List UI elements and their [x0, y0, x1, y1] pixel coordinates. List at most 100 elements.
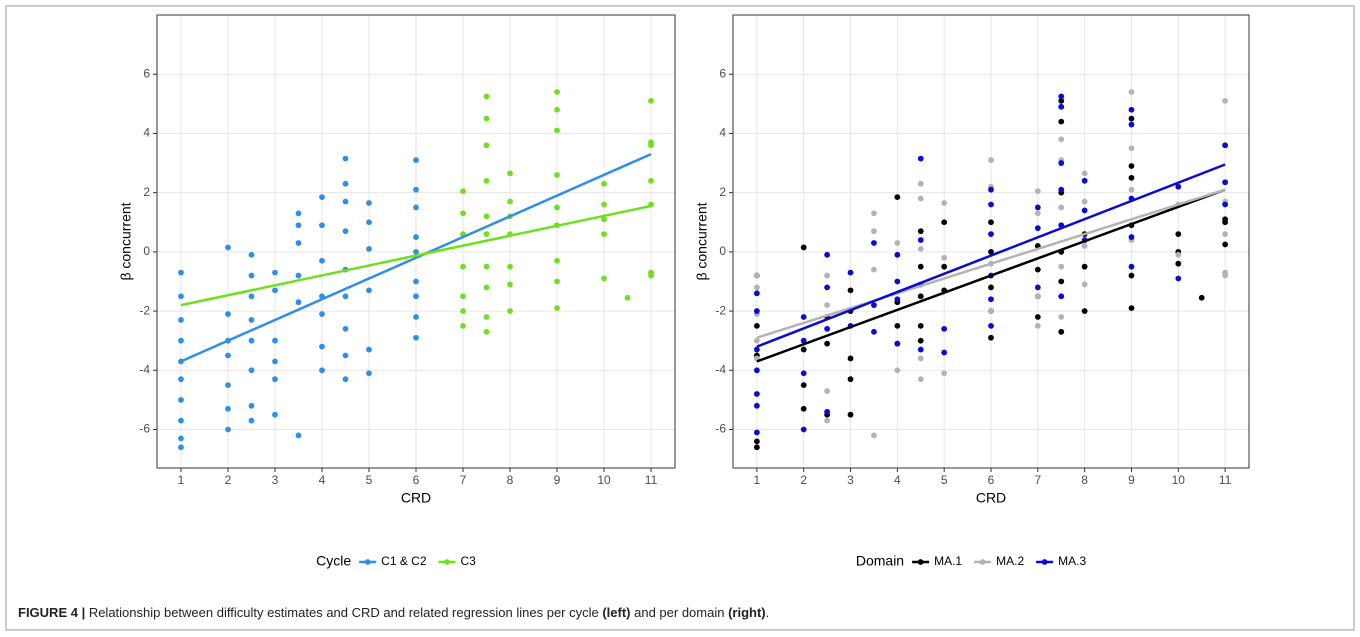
point	[248, 317, 255, 323]
legend-key	[364, 559, 371, 565]
x-tick-label: 8	[1081, 473, 1088, 487]
point	[1128, 89, 1135, 95]
point	[460, 322, 466, 329]
point	[1081, 308, 1088, 314]
point	[413, 186, 419, 193]
point	[753, 346, 760, 353]
point	[753, 284, 760, 291]
point	[648, 142, 654, 149]
point	[1058, 293, 1065, 300]
point	[847, 287, 854, 294]
point	[824, 325, 831, 332]
point	[917, 322, 924, 329]
point	[917, 155, 924, 162]
point	[1128, 163, 1135, 169]
point	[800, 405, 807, 412]
point	[988, 231, 994, 237]
point	[295, 210, 302, 217]
point	[1198, 294, 1205, 301]
x-tick-label: 9	[1128, 473, 1135, 487]
point	[1058, 118, 1065, 125]
point	[1058, 136, 1065, 143]
point	[460, 293, 466, 300]
caption-label: FIGURE 4 |	[18, 605, 85, 620]
point	[917, 355, 924, 362]
point	[342, 293, 349, 300]
legend-label: C3	[461, 554, 477, 568]
point	[248, 293, 255, 300]
point	[894, 322, 901, 329]
point	[366, 200, 372, 206]
point	[871, 302, 877, 309]
point	[648, 272, 654, 279]
point	[225, 311, 231, 317]
point	[1222, 231, 1229, 237]
point	[894, 296, 901, 303]
caption-text: .	[766, 605, 770, 620]
point	[460, 308, 466, 314]
point	[988, 186, 994, 193]
point	[988, 201, 994, 208]
y-tick-label: -4	[139, 362, 150, 376]
point	[988, 322, 994, 329]
point	[824, 302, 831, 309]
point	[1222, 142, 1229, 149]
point	[413, 157, 419, 163]
point	[319, 257, 325, 264]
point	[272, 358, 278, 365]
point	[941, 200, 948, 206]
point	[507, 281, 513, 288]
legend-label: MA.1	[934, 554, 962, 568]
point	[917, 376, 924, 383]
point	[225, 352, 231, 359]
point	[1081, 263, 1088, 270]
point	[988, 248, 994, 255]
point	[483, 142, 490, 149]
y-tick-label: 0	[719, 244, 726, 258]
x-tick-label: 11	[645, 473, 658, 487]
point	[507, 198, 513, 205]
x-tick-label: 3	[272, 473, 279, 487]
point	[800, 346, 807, 353]
point	[847, 355, 854, 362]
point	[1034, 293, 1041, 300]
point	[1034, 225, 1041, 232]
legend-label: MA.3	[1058, 554, 1086, 568]
point	[507, 308, 513, 314]
point	[507, 170, 513, 177]
x-tick-label: 7	[460, 473, 467, 487]
point	[824, 408, 831, 415]
regression-line	[756, 188, 1226, 339]
point	[554, 204, 560, 211]
legend: Domain MA.1 MA.2 MA.3	[856, 553, 1087, 569]
point	[1128, 145, 1135, 152]
point	[1058, 278, 1065, 285]
point	[917, 180, 924, 187]
point	[295, 240, 302, 246]
legend-key	[444, 559, 450, 565]
x-tick-label: 6	[413, 473, 420, 487]
point	[753, 402, 760, 409]
point	[413, 314, 419, 320]
point	[554, 278, 560, 285]
point	[800, 370, 807, 377]
x-tick-label: 2	[225, 473, 232, 487]
point	[248, 272, 255, 279]
point	[1128, 174, 1135, 181]
point	[917, 228, 924, 235]
point	[988, 219, 994, 226]
point	[554, 305, 560, 312]
point	[941, 325, 948, 332]
regression-line	[180, 204, 652, 307]
point	[1034, 204, 1041, 211]
point	[753, 272, 760, 279]
point	[1081, 243, 1088, 249]
point	[178, 317, 184, 323]
point	[319, 343, 325, 350]
point	[824, 284, 831, 291]
x-tick-label: 10	[597, 473, 611, 487]
x-tick-label: 3	[847, 473, 854, 487]
y-tick-label: -6	[715, 422, 726, 436]
point	[366, 287, 372, 294]
point	[1222, 241, 1229, 248]
